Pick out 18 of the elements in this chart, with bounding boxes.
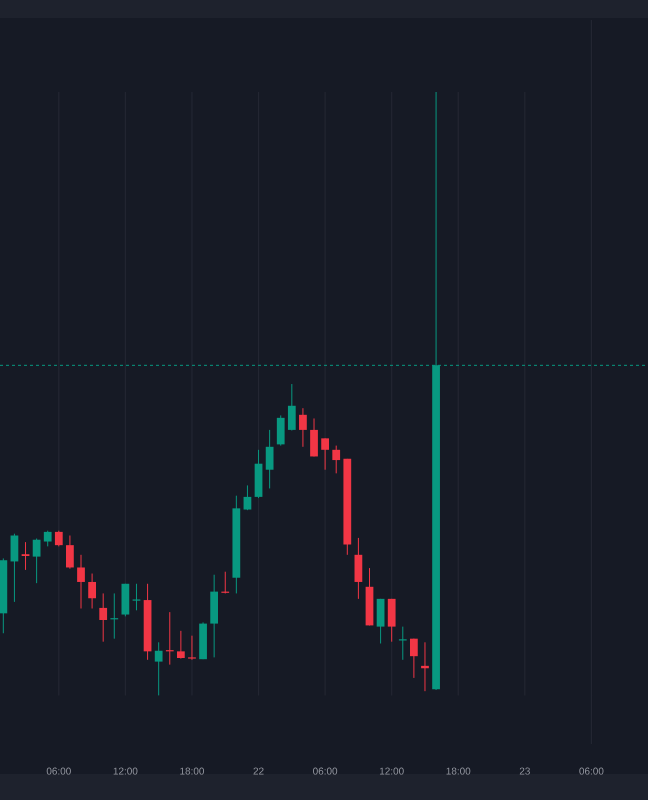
candlestick	[354, 537, 363, 600]
candlestick	[210, 574, 219, 658]
candlestick	[376, 598, 385, 645]
candlestick	[77, 554, 85, 610]
candlestick	[154, 641, 163, 696]
candlestick	[199, 621, 207, 660]
candlestick	[21, 541, 30, 571]
candlestick	[121, 583, 130, 617]
candlestick	[299, 407, 307, 448]
candlestick	[409, 638, 418, 679]
candlestick	[265, 429, 274, 489]
candlestick	[88, 573, 96, 610]
candlestick	[99, 592, 108, 643]
candlestick	[243, 484, 252, 511]
candlestick	[132, 583, 141, 611]
candlestick	[66, 535, 74, 570]
candlestick	[387, 598, 396, 643]
candlestick	[254, 449, 263, 499]
